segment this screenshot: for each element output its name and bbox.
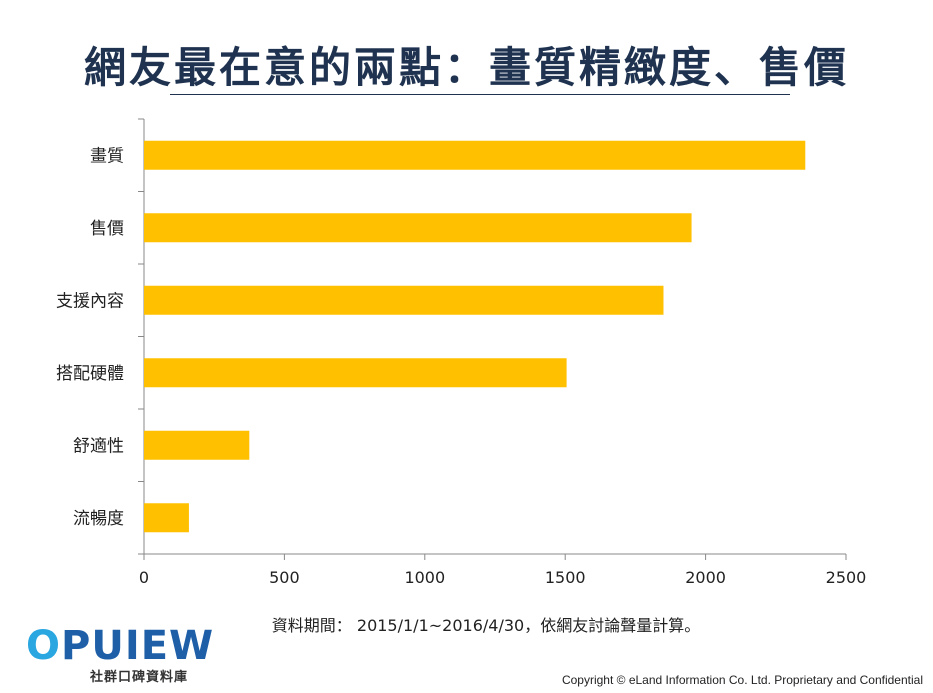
logo-wordmark: OPUIEW xyxy=(26,623,215,669)
x-tick-label: 0 xyxy=(139,568,149,587)
bar xyxy=(144,358,567,388)
bar xyxy=(144,213,692,243)
title-underline xyxy=(170,94,790,95)
bar xyxy=(144,140,806,170)
category-label: 畫質 xyxy=(90,146,124,166)
bar xyxy=(144,430,250,460)
x-tick-label: 2000 xyxy=(685,568,726,587)
x-tick-label: 2500 xyxy=(826,568,867,587)
bar xyxy=(144,285,664,315)
copyright-text: Copyright © eLand Information Co. Ltd. P… xyxy=(561,673,923,687)
opview-logo: OPUIEW 社群口碑資料庫 xyxy=(26,626,214,685)
data-period-note: 資料期間： 2015/1/1~2016/4/30，依網友討論聲量計算。 xyxy=(271,616,701,635)
page-title: 網友最在意的兩點：畫質精緻度、售價 xyxy=(83,43,849,92)
x-tick-label: 1000 xyxy=(404,568,445,587)
logo-subtitle: 社群口碑資料庫 xyxy=(90,670,189,685)
category-label: 搭配硬體 xyxy=(56,364,124,384)
category-label: 流暢度 xyxy=(73,509,124,529)
x-tick-label: 1500 xyxy=(545,568,586,587)
category-label: 支援內容 xyxy=(56,291,124,311)
bar xyxy=(144,503,189,533)
category-label: 售價 xyxy=(90,219,124,239)
x-tick-label: 500 xyxy=(269,568,300,587)
category-label: 舒適性 xyxy=(73,436,124,456)
